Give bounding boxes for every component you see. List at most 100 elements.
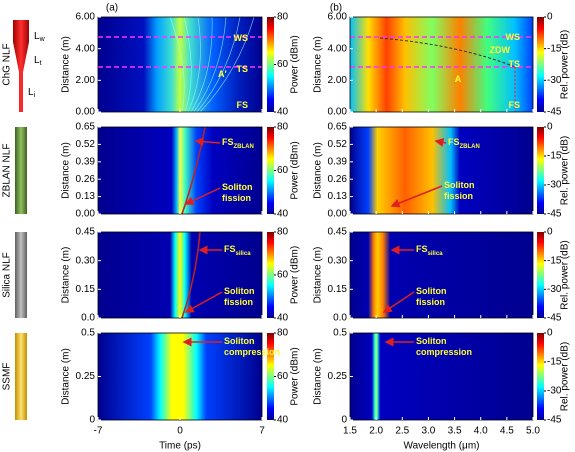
fiber-icon bbox=[15, 127, 27, 214]
colorbar-tick-label: 0 bbox=[547, 227, 553, 238]
annotation: WS bbox=[506, 32, 521, 42]
x-axis-label: Time (ps) bbox=[159, 441, 201, 452]
y-tick-label: 0.52 bbox=[76, 139, 96, 150]
annotation: FS bbox=[236, 100, 248, 110]
heatmap bbox=[350, 232, 533, 318]
annotation-text: A bbox=[455, 74, 462, 84]
y-tick-label: 6.00 bbox=[76, 12, 96, 23]
colorbar-tick-label: 60 bbox=[277, 371, 289, 382]
colorbar-tick-label: 0 bbox=[547, 328, 553, 339]
colorbar bbox=[267, 17, 274, 112]
colorbar-tick-label: 60 bbox=[277, 270, 289, 281]
annotation-line: fission bbox=[222, 193, 251, 203]
colorbar-tick-label: 80 bbox=[277, 328, 289, 339]
y-tick-label: 0.00 bbox=[76, 107, 96, 118]
plot-frame bbox=[349, 126, 534, 215]
annotation-text: FS bbox=[416, 244, 428, 254]
colorbar-tick-label: 40 bbox=[277, 209, 289, 220]
y-tick-label: 0.00 bbox=[76, 209, 96, 220]
colorbar-label: Power (dBm) bbox=[290, 141, 301, 199]
annotation: TS bbox=[236, 64, 248, 74]
colorbar-tick-label: 80 bbox=[277, 227, 289, 238]
y-axis-label: Distance (m) bbox=[313, 348, 324, 405]
fiber-icon bbox=[15, 232, 27, 318]
colorbar bbox=[267, 232, 274, 318]
annotation-arrow bbox=[434, 138, 447, 147]
annotation-line: Soliton bbox=[444, 180, 475, 190]
annotation-line: compression bbox=[224, 347, 280, 357]
annotation: FSZBLAN bbox=[448, 137, 480, 149]
y-tick-label: 0.5 bbox=[333, 328, 347, 339]
colorbar-tick-label: 40 bbox=[277, 415, 289, 426]
colorbar-label: Power (dBm) bbox=[290, 35, 301, 93]
colorbar-tick-label: -30 bbox=[547, 180, 562, 191]
annotation-text: TS bbox=[508, 59, 520, 69]
taper-label-main: L bbox=[34, 31, 40, 42]
annotation-text: FS bbox=[448, 137, 460, 147]
heatmap bbox=[98, 232, 262, 318]
y-tick-label: 0.26 bbox=[76, 174, 96, 185]
x-tick-label: 1.5 bbox=[343, 426, 357, 437]
y-tick-label: 0.26 bbox=[328, 174, 348, 185]
y-tick-label: 0.39 bbox=[328, 156, 348, 167]
annotation: Soliton fission bbox=[444, 180, 475, 201]
annotation: TS bbox=[508, 59, 520, 69]
y-tick-label: 0.25 bbox=[328, 371, 348, 382]
y-tick-label: 0.25 bbox=[76, 371, 96, 382]
annotation-sub: silica bbox=[428, 251, 444, 257]
colorbar-label: Power (dBm) bbox=[290, 347, 301, 405]
y-tick-label: 2.00 bbox=[76, 75, 96, 86]
fiber-icon bbox=[13, 20, 29, 112]
annotation-line: Soliton bbox=[224, 286, 255, 296]
annotation-arrow bbox=[382, 291, 415, 313]
x-axis-label: Wavelength (μm) bbox=[404, 441, 480, 452]
filament bbox=[193, 16, 227, 113]
y-tick-label: 4.00 bbox=[328, 43, 348, 54]
annotation-line: compression bbox=[416, 347, 472, 357]
y-tick-label: 0.15 bbox=[328, 284, 348, 295]
annotation: Soliton compression bbox=[224, 336, 280, 357]
annotation-sub: silica bbox=[236, 251, 252, 257]
plot-frame bbox=[349, 231, 534, 319]
taper-label: Li bbox=[28, 87, 36, 99]
y-axis-label: Distance (m) bbox=[313, 36, 324, 93]
y-axis-label: Distance (m) bbox=[61, 348, 72, 405]
filament bbox=[183, 16, 192, 113]
colorbar-tick-label: -15 bbox=[547, 357, 562, 368]
colorbar-tick-label: 60 bbox=[277, 165, 289, 176]
colorbar-label: Rel. power (dB) bbox=[560, 342, 571, 411]
y-tick-label: 0.65 bbox=[328, 122, 348, 133]
taper-label-sub: i bbox=[34, 92, 36, 99]
colorbar bbox=[537, 232, 544, 318]
colorbar bbox=[537, 127, 544, 214]
colorbar-label: Rel. power (dB) bbox=[560, 30, 571, 99]
plot-frame bbox=[349, 16, 534, 113]
y-tick-label: 0.5 bbox=[81, 328, 95, 339]
annotation-text: A′ bbox=[218, 69, 227, 79]
y-tick-label: 0 bbox=[341, 415, 347, 426]
x-tick-label: 4.0 bbox=[474, 426, 488, 437]
y-tick-label: 0.15 bbox=[76, 284, 96, 295]
colorbar-label: Rel. power (dB) bbox=[560, 240, 571, 309]
y-tick-label: 0.45 bbox=[328, 227, 348, 238]
taper-label-main: L bbox=[28, 87, 34, 98]
annotation-line: Soliton bbox=[416, 286, 447, 296]
fiber-icon bbox=[15, 333, 27, 420]
annotation: ZDW bbox=[490, 45, 511, 55]
heatmap bbox=[350, 333, 533, 420]
y-tick-label: 0.52 bbox=[328, 139, 348, 150]
y-axis-label: Distance (m) bbox=[61, 36, 72, 93]
heatmap bbox=[98, 127, 262, 214]
fiber-label: Silica NLF bbox=[2, 252, 13, 298]
colorbar-label: Power (dBm) bbox=[290, 246, 301, 304]
y-tick-label: 0 bbox=[89, 415, 95, 426]
colorbar-label: Rel. power (dB) bbox=[560, 136, 571, 205]
colorbar bbox=[537, 333, 544, 420]
y-tick-label: 0.00 bbox=[328, 209, 348, 220]
annotation-sub: ZBLAN bbox=[460, 144, 480, 150]
y-tick-label: 6.00 bbox=[328, 12, 348, 23]
annotation-line: Soliton bbox=[224, 336, 255, 346]
filament bbox=[190, 16, 213, 113]
colorbar-tick-label: 40 bbox=[277, 313, 289, 324]
